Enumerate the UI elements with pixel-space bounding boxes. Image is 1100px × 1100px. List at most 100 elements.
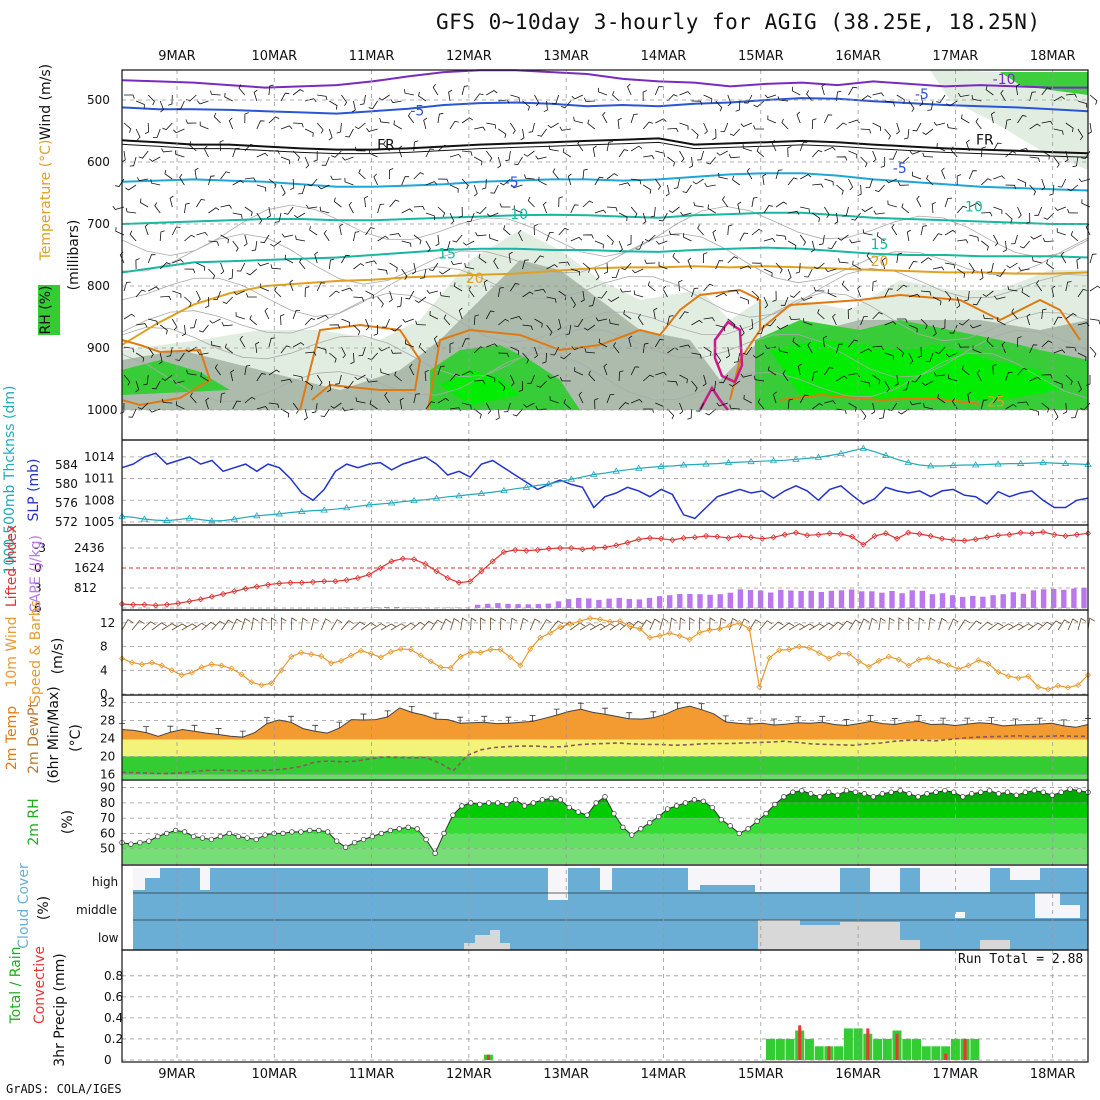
wind-barb (727, 94, 732, 107)
wind-barb (1053, 349, 1066, 354)
wind-barb (1005, 150, 1017, 158)
surface-wind-barb (619, 621, 635, 631)
wind-barb (390, 99, 402, 104)
wind-barb (512, 408, 523, 417)
surface-wind-barb (649, 618, 660, 631)
wind-barb (1017, 367, 1028, 376)
wind-barb (185, 119, 197, 124)
li-tick-label: -3 (34, 541, 46, 555)
wind-barb (173, 128, 185, 134)
wind-barb (138, 150, 149, 159)
contour-label: 10 (510, 207, 528, 223)
temp-contour-line (121, 211, 1088, 225)
wind-barb (848, 372, 860, 378)
wind-barb (452, 234, 463, 243)
cape-bar (747, 590, 754, 608)
li-point (635, 536, 642, 543)
wind-barb (692, 178, 704, 185)
temp-contour-line (121, 97, 1089, 115)
wind-barb (1065, 313, 1077, 320)
surface-wind-barb (828, 621, 844, 631)
surface-wind-barb (1057, 619, 1070, 631)
li-point (534, 546, 541, 554)
wind-barb (453, 282, 463, 292)
cloud-level-label: low (98, 931, 119, 945)
wind-barb (135, 380, 140, 393)
wind-barb (1029, 156, 1040, 163)
dewpoint-axis-label: 2m DewPt (26, 702, 42, 774)
wind-barb (358, 346, 366, 357)
wind-barb (168, 94, 173, 106)
wind-barb (466, 212, 475, 222)
cape-bar (677, 594, 683, 608)
thickness-point (1061, 459, 1070, 466)
wind-barb (185, 346, 197, 353)
wind-barb (703, 317, 715, 322)
wind-barb (570, 236, 583, 242)
wind-barb (647, 281, 656, 292)
wind-barb (665, 184, 670, 197)
cape-bar (606, 598, 612, 608)
precip-total-bar (941, 1046, 951, 1060)
li-point (893, 535, 901, 542)
wind-barb (912, 171, 922, 180)
wind-speed-point (686, 636, 693, 643)
li-point (568, 544, 575, 552)
wind-barb (813, 262, 825, 270)
wind-barb (190, 392, 197, 404)
wind-barb (728, 380, 741, 387)
wind-barb (655, 150, 665, 158)
date-label-bottom: 15MAR (738, 1067, 784, 1082)
wind-barb (485, 402, 492, 415)
wind-barb (618, 149, 629, 158)
wind-barb (896, 318, 908, 323)
date-label-top: 12MAR (446, 49, 492, 64)
li-point (1006, 531, 1013, 538)
cape-bar (1051, 588, 1057, 608)
wind-barb (961, 365, 970, 376)
li-point (264, 581, 272, 588)
wind-barb (921, 380, 934, 386)
wind-barb (172, 259, 184, 264)
slp-tick-label: 1011 (84, 472, 115, 486)
cape-bar (737, 589, 744, 608)
wind-speed-point (666, 629, 673, 637)
rh2m-point (334, 838, 340, 844)
wind-speed-point (925, 654, 932, 661)
wind-barb (350, 352, 355, 365)
wind-barb (588, 296, 596, 307)
wind-speed-point (457, 653, 464, 660)
rh2m-point (351, 839, 358, 846)
wind-barb (654, 86, 663, 96)
li-point (1062, 532, 1069, 540)
wind-barb (129, 230, 137, 242)
wind-barb (505, 150, 511, 162)
wind-barb (987, 262, 994, 273)
wind-speed-point (955, 666, 962, 673)
rh2m-unit-label: (%) (60, 810, 76, 834)
wind-barb (1029, 123, 1041, 130)
wind-barb (931, 201, 936, 214)
wind-barb (413, 234, 422, 245)
wind-barb (740, 122, 753, 127)
cape-bar (586, 598, 592, 608)
wind-barb (1089, 285, 1100, 292)
wind-barb (799, 394, 809, 404)
t2m-minmax (384, 710, 391, 717)
wind-barb (687, 408, 692, 420)
wind-barb (1017, 178, 1027, 187)
wind-barb (836, 122, 847, 130)
wind-barb (358, 168, 366, 180)
wind-barb (437, 112, 444, 124)
wind-barb (313, 151, 318, 162)
rh2m-point (1040, 789, 1046, 795)
surface-wind-barb (589, 623, 606, 631)
wind-barb (365, 290, 374, 300)
wind-barb (968, 170, 977, 180)
wind-barb (842, 206, 849, 217)
wind-barb (443, 314, 451, 326)
wind-barb (435, 234, 440, 247)
wind-barb (956, 268, 966, 278)
t2m-minmax (360, 713, 367, 721)
cloud-high-block (870, 868, 900, 892)
